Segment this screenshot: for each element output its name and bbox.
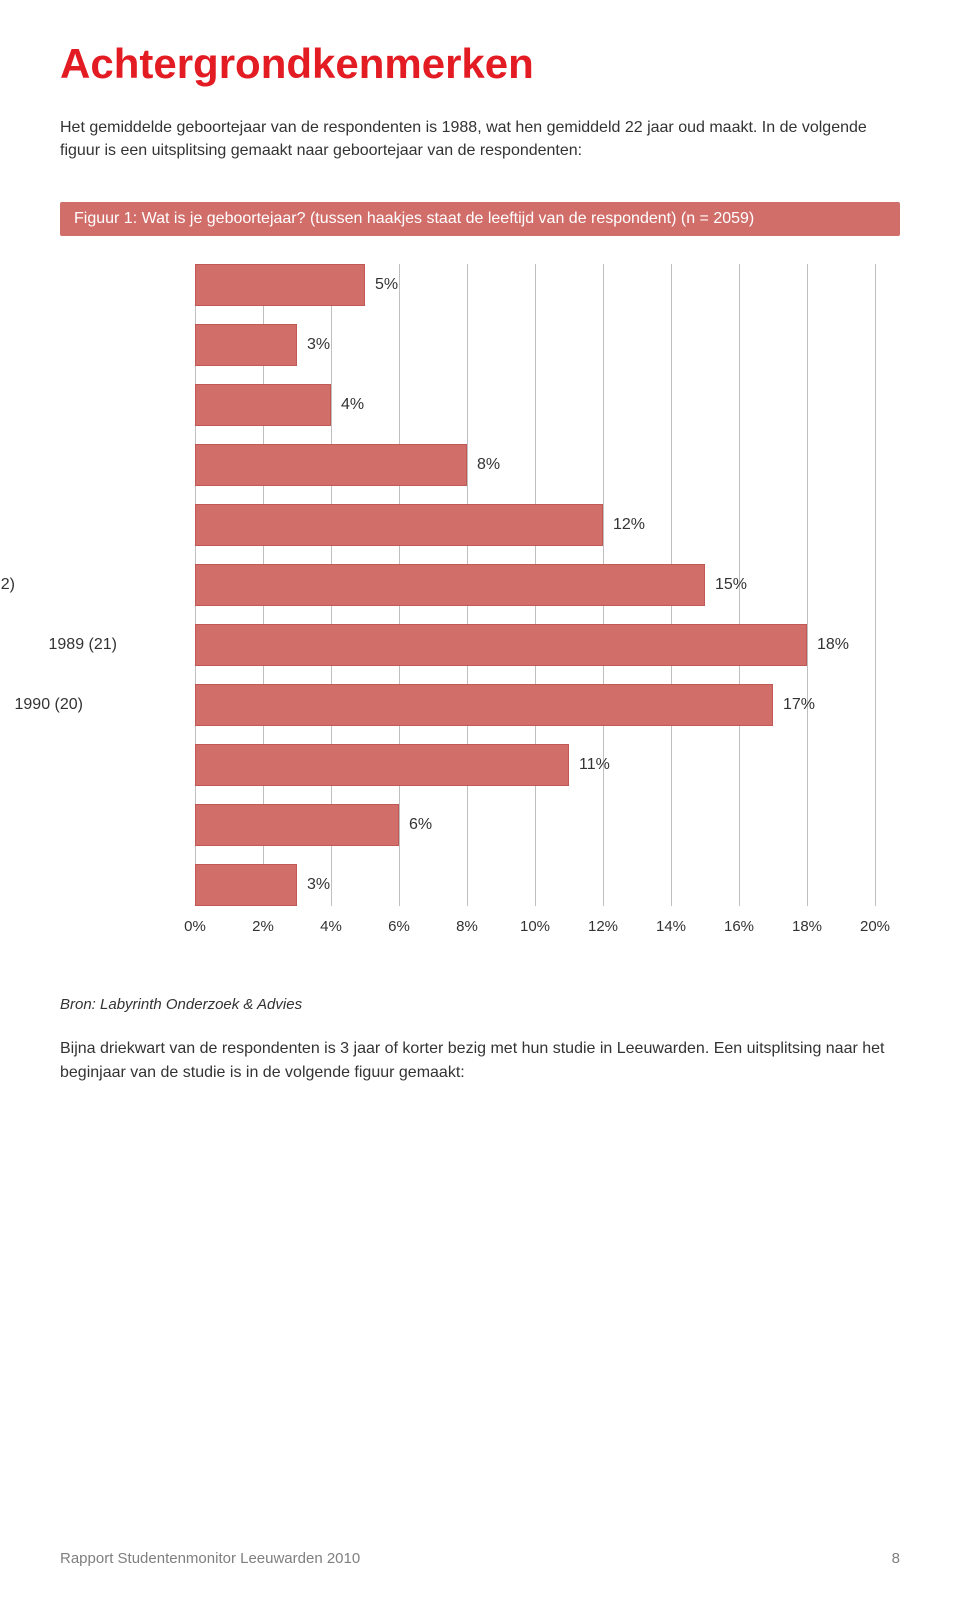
chart-bar-row: 1992 (18)6% [195,804,399,846]
chart-bar [195,624,807,666]
chart-x-tick: 8% [456,918,478,935]
chart-bar-value: 5% [375,276,398,294]
chart-bar [195,804,399,846]
chart-bar-row: 1985 (25)4% [195,384,331,426]
intro-paragraph: Het gemiddelde geboortejaar van de respo… [60,116,900,162]
birthyear-chart: ≤ 1983 (≤ 27)5% 1984 (26)3% 1985 (25)4% 198… [60,264,900,956]
figure-caption: Figuur 1: Wat is je geboortejaar? (tusse… [60,202,900,236]
chart-bar [195,684,773,726]
chart-x-tick: 2% [252,918,274,935]
chart-bar [195,324,297,366]
chart-x-tick: 14% [656,918,686,935]
chart-bar [195,864,297,906]
chart-bar-row: 1986 (24)8% [195,444,467,486]
chart-bar-label: 1990 (20) [0,696,83,714]
chart-bar-value: 12% [613,516,645,534]
chart-bar-value: 3% [307,876,330,894]
chart-bar-value: 15% [715,576,747,594]
chart-bar-value: 17% [783,696,815,714]
chart-x-tick: 18% [792,918,822,935]
chart-bar [195,504,603,546]
chart-bar-row: 1987 (23)12% [195,504,603,546]
chart-x-tick: 4% [320,918,342,935]
footer-page-number: 8 [892,1550,900,1567]
chart-bar-row: 1990 (20)17% [195,684,773,726]
chart-bar-value: 18% [817,636,849,654]
chart-bar-row: 1991 (19)11% [195,744,569,786]
chart-x-tick: 0% [184,918,206,935]
chart-bar [195,384,331,426]
chart-bar [195,744,569,786]
chart-bar-label: 1989 (21) [0,636,117,654]
chart-bar-value: 6% [409,816,432,834]
chart-bar [195,564,705,606]
chart-bar-row: 1989 (21)18% [195,624,807,666]
chart-bar-value: 3% [307,336,330,354]
page-title: Achtergrondkenmerken [60,40,900,88]
chart-x-axis: 0%2%4%6%8%10%12%14%16%18%20% [195,918,875,938]
chart-x-tick: 10% [520,918,550,935]
outro-paragraph: Bijna driekwart van de respondenten is 3… [60,1037,900,1083]
chart-x-tick: 20% [860,918,890,935]
chart-plot-area: ≤ 1983 (≤ 27)5% 1984 (26)3% 1985 (25)4% 198… [195,264,875,906]
chart-bar-label: 1988 (22) [0,576,15,594]
chart-bar-value: 11% [579,756,610,774]
source-line: Bron: Labyrinth Onderzoek & Advies [60,996,900,1013]
chart-bar-row: 1988 (22)15% [195,564,705,606]
chart-x-tick: 6% [388,918,410,935]
chart-gridline [807,264,808,906]
footer-report-title: Rapport Studentenmonitor Leeuwarden 2010 [60,1550,360,1567]
chart-bar [195,264,365,306]
chart-bar-value: 8% [477,456,500,474]
chart-bar [195,444,467,486]
page-footer: Rapport Studentenmonitor Leeuwarden 2010… [60,1550,900,1567]
chart-bar-row: 1993 (17)3% [195,864,297,906]
chart-bar-value: 4% [341,396,364,414]
chart-x-tick: 12% [588,918,618,935]
chart-gridline [875,264,876,906]
chart-x-tick: 16% [724,918,754,935]
chart-bar-row: ≤ 1983 (≤ 27)5% [195,264,365,306]
chart-bar-row: 1984 (26)3% [195,324,297,366]
